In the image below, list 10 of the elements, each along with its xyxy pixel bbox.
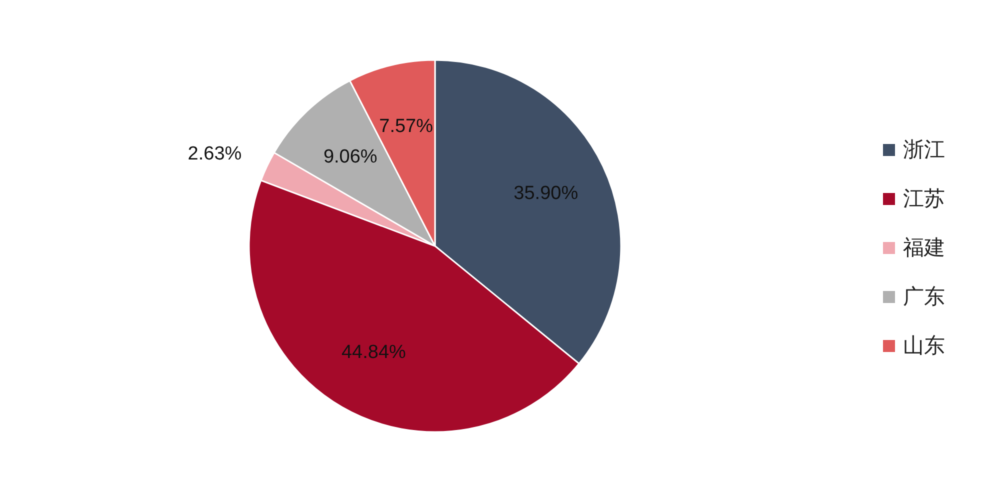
data-label: 44.84%	[341, 342, 406, 363]
data-label: 35.90%	[514, 182, 578, 204]
legend-label: 广东	[903, 286, 945, 308]
legend-label: 浙江	[903, 138, 945, 162]
data-label: 7.57%	[379, 116, 434, 138]
legend-label: 福建	[903, 236, 945, 260]
data-label: 2.63%	[188, 144, 242, 165]
data-label: 9.06%	[323, 146, 378, 168]
legend-label: 山东	[903, 334, 945, 358]
legend-label: 江苏	[903, 188, 945, 210]
